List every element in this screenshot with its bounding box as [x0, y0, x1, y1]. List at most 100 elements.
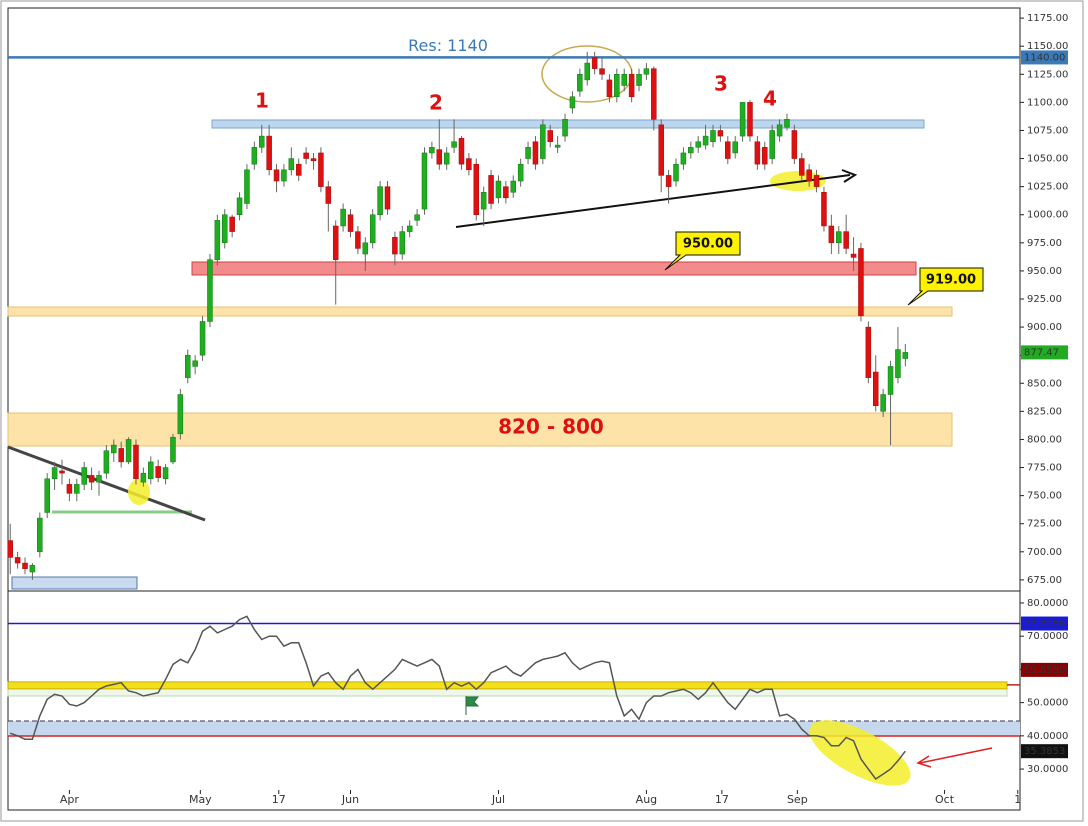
y-tick-label: 825.00 [1027, 406, 1062, 417]
neckline [455, 174, 851, 228]
candle-body [199, 321, 206, 356]
y-tick-label: 975.00 [1027, 238, 1062, 249]
y-tick-label: 1100.00 [1027, 97, 1068, 108]
candle-body [503, 186, 509, 199]
x-tick-label: Oct [935, 793, 955, 806]
candle-body [88, 475, 95, 483]
candle-body [214, 220, 221, 260]
candle-body [569, 96, 576, 109]
candle-body [702, 135, 709, 146]
candle-body [628, 74, 635, 98]
candle-body [281, 169, 287, 182]
candle-body [421, 152, 428, 210]
candle-body [266, 135, 272, 171]
candle-body [466, 158, 472, 171]
candle-body [37, 517, 43, 553]
candle-body [488, 175, 494, 204]
candle-body [843, 231, 849, 249]
trend-line [7, 445, 206, 522]
candle-body [51, 467, 58, 480]
candle-body [865, 326, 872, 378]
candle-body [621, 74, 627, 86]
callout-text: 950.00 [683, 237, 733, 252]
arrow-head [916, 755, 932, 768]
level-badge [1021, 662, 1068, 677]
candle-body [584, 62, 590, 81]
candle-body [725, 141, 731, 159]
candle-body [806, 169, 812, 182]
candle-body [717, 130, 724, 137]
last-badge-text: 35.3853 [1024, 746, 1065, 757]
candle-body [258, 135, 265, 148]
candle-body [591, 57, 598, 69]
candle-body [554, 144, 561, 148]
y-tick-label: 1125.00 [1027, 69, 1068, 80]
candle-body [399, 231, 406, 255]
candle-body [436, 149, 443, 165]
candle-body [680, 152, 687, 165]
rsi-line [9, 615, 906, 781]
candle-body [59, 470, 65, 474]
candle-body [799, 158, 805, 176]
callout: 73.8086 950.00 [664, 231, 741, 271]
zone-950 [191, 261, 917, 276]
candle-body [192, 360, 198, 367]
candle-body [754, 141, 761, 165]
candle-body [14, 557, 21, 564]
candle-body [303, 152, 309, 159]
candle-body [7, 540, 13, 558]
candle-body [784, 118, 790, 128]
y-tick-label: 80.0000 [1027, 598, 1068, 609]
candle-body [858, 248, 864, 317]
candle-body [406, 225, 413, 232]
candle-body [732, 141, 738, 154]
zone-919 [7, 306, 953, 317]
candle-body [747, 102, 753, 137]
candle-body [902, 352, 909, 359]
candle-body [66, 484, 73, 494]
level-badge-text: 73.8086 [1024, 619, 1065, 630]
candle-body [103, 450, 110, 474]
candle-body [480, 192, 487, 210]
last-badge [1021, 744, 1068, 759]
candle-body [369, 214, 376, 244]
candle-body [29, 565, 36, 573]
y-tick-label: 1075.00 [1027, 125, 1068, 136]
candle-body [651, 68, 657, 120]
candle-body [614, 74, 620, 98]
candle-body [525, 147, 531, 159]
y-tick-label: 1050.00 [1027, 154, 1068, 165]
y-tick-label: 750.00 [1027, 491, 1062, 502]
resistance-badge [1021, 50, 1068, 65]
candle-body [821, 192, 827, 227]
y-tick-label: 775.00 [1027, 463, 1062, 474]
level-band [7, 681, 1008, 690]
candle-body [273, 169, 280, 182]
candle-body [710, 130, 716, 142]
y-tick-label: 1025.00 [1027, 182, 1068, 193]
candle-body [332, 225, 339, 260]
candles [7, 51, 909, 580]
x-tick-label: Jun [341, 793, 359, 806]
candle-body [458, 138, 465, 165]
candle-body [295, 163, 302, 176]
rsi-zone [8, 721, 1020, 736]
zone-820-800 [7, 412, 953, 447]
y-tick-label: 700.00 [1027, 547, 1062, 558]
x-tick-label: 1 [1014, 793, 1021, 806]
candle-body [177, 394, 184, 435]
candle-body [111, 444, 117, 454]
resistance-label: Res: 1140 [408, 36, 488, 55]
y-tick-label: 725.00 [1027, 519, 1062, 530]
candle-body [739, 102, 746, 137]
candle-body [81, 467, 87, 485]
candle-body [517, 163, 524, 182]
supply-zone [211, 119, 925, 129]
candle-body [510, 180, 517, 193]
candle-body [540, 124, 546, 159]
candle-body [665, 175, 672, 187]
candle-body [688, 147, 694, 154]
plot-frame [7, 7, 1021, 811]
callout-box [907, 267, 984, 306]
y-tick-label: 1175.00 [1027, 13, 1068, 24]
